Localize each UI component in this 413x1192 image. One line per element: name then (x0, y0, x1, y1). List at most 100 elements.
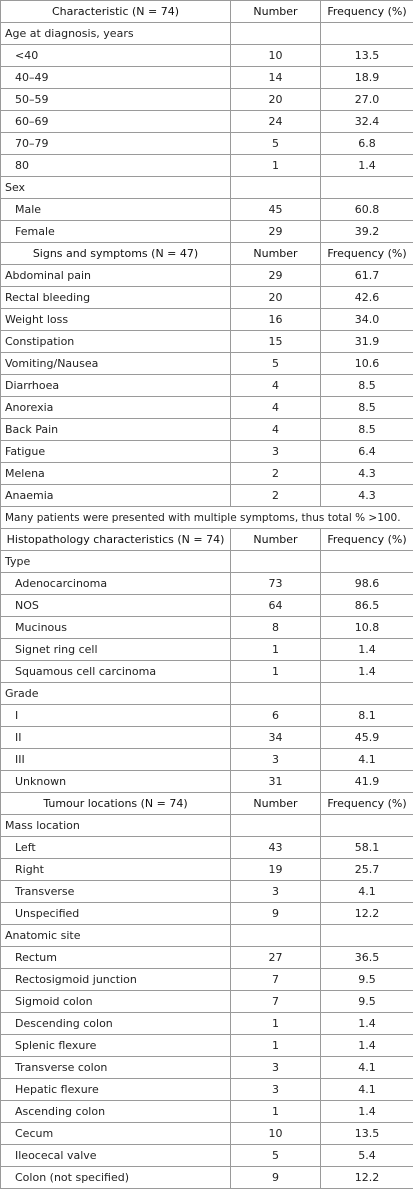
cell-value: 1.4 (320, 1012, 413, 1035)
cell-value: 24 (230, 110, 321, 133)
empty-cell (320, 550, 413, 573)
table-row: Anaemia 2 4.3 (0, 484, 413, 507)
table-row: 60–69 24 32.4 (0, 110, 413, 133)
cell-value: 5 (230, 132, 321, 155)
table-row: Rectal bleeding 20 42.6 (0, 286, 413, 309)
group-label: Age at diagnosis, years (0, 22, 231, 45)
cell-value: 2 (230, 484, 321, 507)
header-cell: Histopathology characteristics (N = 74) (0, 528, 231, 551)
cell-value: 43 (230, 836, 321, 859)
cell-value: 34.0 (320, 308, 413, 331)
row-label: Vomiting/Nausea (0, 352, 231, 375)
group-row: Anatomic site (0, 924, 413, 947)
row-label: I (0, 704, 231, 727)
row-label: Mucinous (0, 616, 231, 639)
cell-value: 4 (230, 374, 321, 397)
row-label: Abdominal pain (0, 264, 231, 287)
table-row: Cecum 10 13.5 (0, 1122, 413, 1145)
cell-value: 10 (230, 1122, 321, 1145)
cell-value: 29 (230, 264, 321, 287)
cell-value: 9 (230, 1166, 321, 1189)
table-row: 40–49 14 18.9 (0, 66, 413, 89)
cell-value: 1 (230, 1100, 321, 1123)
cell-value: 9.5 (320, 990, 413, 1013)
table-row: Transverse colon 3 4.1 (0, 1056, 413, 1079)
header-cell: Number (230, 242, 321, 265)
cell-value: 6 (230, 704, 321, 727)
cell-value: 4.1 (320, 880, 413, 903)
header-row: Signs and symptoms (N = 47) Number Frequen… (0, 242, 413, 265)
cell-value: 98.6 (320, 572, 413, 595)
cell-value: 20 (230, 286, 321, 309)
cell-value: 32.4 (320, 110, 413, 133)
row-label: Left (0, 836, 231, 859)
cell-value: 3 (230, 1056, 321, 1079)
row-label: Anorexia (0, 396, 231, 419)
cell-value: 8.5 (320, 374, 413, 397)
cell-value: 14 (230, 66, 321, 89)
cell-value: 34 (230, 726, 321, 749)
header-cell: Number (230, 792, 321, 815)
table-row: Unknown 31 41.9 (0, 770, 413, 793)
table-row: Rectum 27 36.5 (0, 946, 413, 969)
cell-value: 45.9 (320, 726, 413, 749)
row-label: 60–69 (0, 110, 231, 133)
cell-value: 45 (230, 198, 321, 221)
row-label: Anaemia (0, 484, 231, 507)
cell-value: 1.4 (320, 1034, 413, 1057)
cell-value: 10 (230, 44, 321, 67)
row-label: Diarrhoea (0, 374, 231, 397)
row-label: Squamous cell carcinoma (0, 660, 231, 683)
header-row: Characteristic (N = 74) Number Frequency (… (0, 0, 413, 23)
cell-value: 42.6 (320, 286, 413, 309)
row-label: Weight loss (0, 308, 231, 331)
table-row: 50–59 20 27.0 (0, 88, 413, 111)
cell-value: 8.5 (320, 418, 413, 441)
group-label: Mass location (0, 814, 231, 837)
table-row: I 6 8.1 (0, 704, 413, 727)
row-label: Unknown (0, 770, 231, 793)
group-label: Type (0, 550, 231, 573)
empty-cell (230, 550, 321, 573)
table-row: Vomiting/Nausea 5 10.6 (0, 352, 413, 375)
table-row: Descending colon 1 1.4 (0, 1012, 413, 1035)
table-row: Anorexia 4 8.5 (0, 396, 413, 419)
row-label: Female (0, 220, 231, 243)
table-row: Left 43 58.1 (0, 836, 413, 859)
cell-value: 10.6 (320, 352, 413, 375)
table-row: 80 1 1.4 (0, 154, 413, 177)
table-row: Adenocarcinoma 73 98.6 (0, 572, 413, 595)
empty-cell (320, 814, 413, 837)
cell-value: 12.2 (320, 902, 413, 925)
header-cell: Frequency (%) (320, 0, 413, 23)
row-label: Transverse (0, 880, 231, 903)
row-label: Hepatic flexure (0, 1078, 231, 1101)
header-cell: Number (230, 528, 321, 551)
row-label: Cecum (0, 1122, 231, 1145)
cell-value: 9 (230, 902, 321, 925)
row-label: Fatigue (0, 440, 231, 463)
row-label: <40 (0, 44, 231, 67)
cell-value: 4.1 (320, 748, 413, 771)
group-row: Grade (0, 682, 413, 705)
row-label: Ascending colon (0, 1100, 231, 1123)
header-cell: Number (230, 0, 321, 23)
cell-value: 39.2 (320, 220, 413, 243)
table-row: Rectosigmoid junction 7 9.5 (0, 968, 413, 991)
table-row: II 34 45.9 (0, 726, 413, 749)
cell-value: 1 (230, 1012, 321, 1035)
empty-cell (230, 924, 321, 947)
cell-value: 61.7 (320, 264, 413, 287)
row-label: Melena (0, 462, 231, 485)
cell-value: 4.1 (320, 1056, 413, 1079)
row-label: Descending colon (0, 1012, 231, 1035)
group-row: Type (0, 550, 413, 573)
row-label: Ileocecal valve (0, 1144, 231, 1167)
cell-value: 7 (230, 990, 321, 1013)
header-cell: Characteristic (N = 74) (0, 0, 231, 23)
row-label: Rectum (0, 946, 231, 969)
row-label: Unspecified (0, 902, 231, 925)
row-label: 50–59 (0, 88, 231, 111)
cell-value: 8.5 (320, 396, 413, 419)
